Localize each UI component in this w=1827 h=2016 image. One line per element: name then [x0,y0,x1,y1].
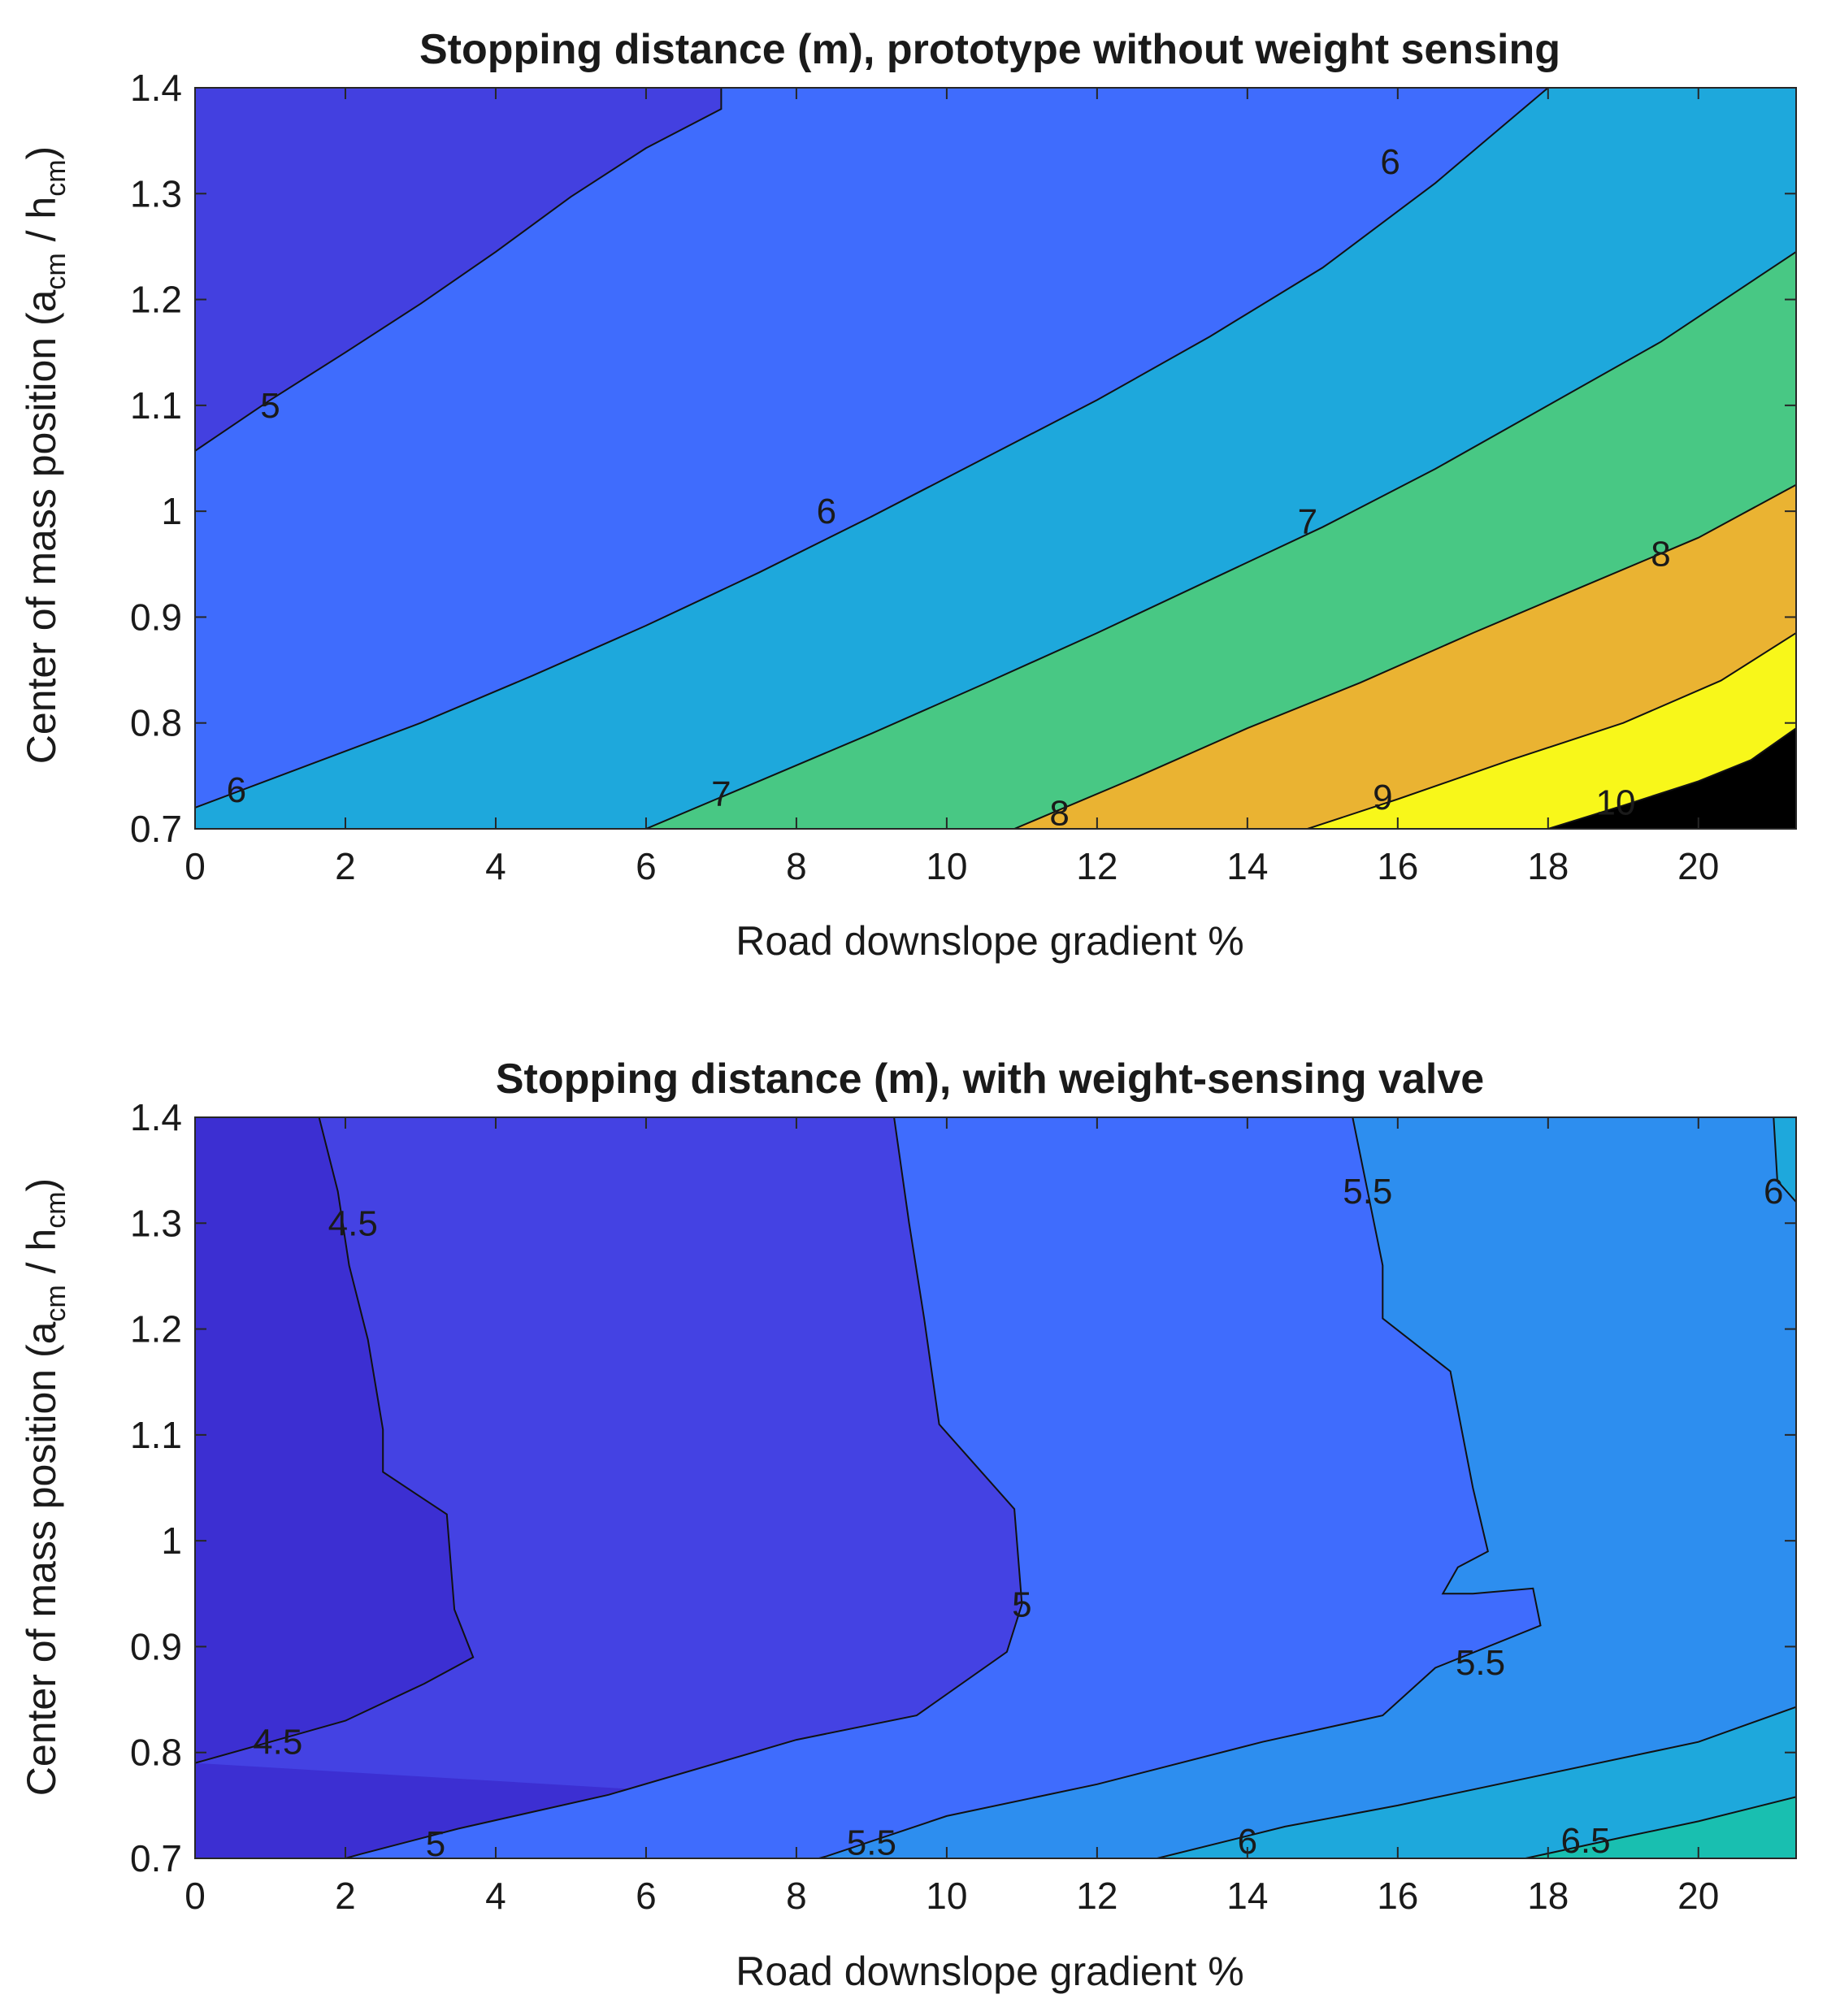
bottom-y-axis-label-sub1: cm [41,1285,72,1321]
top-contour-label: 8 [1651,534,1670,574]
top-x-tick-label: 8 [786,845,807,887]
top-y-tick-label: 1.2 [130,279,182,321]
top-y-axis-label-mid: / h [19,197,64,253]
top-contour-line-8 [1013,483,1796,829]
bottom-contour-label: 5 [1012,1585,1031,1624]
top-y-axis-label-main: Center of mass position (a [19,289,64,764]
bottom-y-tick-label: 1.1 [130,1414,182,1456]
top-axes-box [194,87,1797,830]
top-x-axis-label: Road downslope gradient % [736,918,1243,964]
top-y-tick-label: 0.9 [130,596,182,638]
top-x-tick-label: 16 [1377,845,1418,887]
bottom-contour-line-6 [1773,1117,1796,1203]
top-contour-label: 6 [817,492,836,531]
bottom-region-above-5-5 [818,1117,1796,1858]
bottom-contour-line-6 [1157,1706,1796,1858]
bottom-x-tick-label: 0 [184,1875,206,1917]
bottom-y-tick-label: 0.9 [130,1625,182,1667]
bottom-contour-line-4-5 [195,1117,475,1764]
bottom-contour-line-5-5 [818,1117,1542,1858]
top-contour-label: 6 [227,770,246,810]
bottom-x-tick-label: 16 [1377,1875,1418,1917]
bottom-x-tick-label: 12 [1076,1875,1117,1917]
bottom-y-axis-label-main: Center of mass position (a [19,1321,64,1796]
top-y-axis-label-sub1: cm [41,253,72,289]
bottom-x-tick-label: 6 [636,1875,657,1917]
top-x-tick-label: 20 [1677,845,1719,887]
top-x-tick-label: 4 [485,845,506,887]
top-contour-label: 7 [711,774,731,814]
top-contour-label: 9 [1373,778,1392,817]
bottom-y-axis-label-end: ) [19,1178,64,1192]
bottom-y-tick-label: 0.7 [130,1837,182,1879]
top-y-axis-label: Center of mass position (acm / hcm) [19,146,72,764]
bottom-y-tick-label: 1 [161,1520,182,1562]
bottom-x-tick-label: 20 [1677,1875,1719,1917]
bottom-contour-line-6-5 [1525,1796,1796,1858]
bottom-plot-title: Stopping distance (m), with weight-sensi… [496,1056,1484,1103]
bottom-region-above-6 [1157,1706,1796,1858]
bottom-y-axis-label: Center of mass position (acm / hcm) [19,1178,72,1796]
top-x-tick-label: 0 [184,845,206,887]
top-y-tick-label: 1.3 [130,172,182,215]
top-y-tick-label: 1 [161,490,182,532]
top-contour-line-5 [195,88,723,452]
bottom-region-above-6 [1773,1117,1796,1203]
top-contour-label: 10 [1596,783,1636,822]
bottom-contour-label: 4.5 [328,1203,378,1243]
bottom-contour-line-5 [345,1117,1023,1858]
top-y-tick-label: 1.1 [130,384,182,427]
bottom-contour-label: 4.5 [253,1723,302,1762]
top-contour-line-7 [645,251,1796,829]
top-region-above-10 [1547,728,1796,829]
bottom-x-tick-label: 14 [1226,1875,1268,1917]
top-contour-label: 7 [1298,502,1317,542]
top-x-tick-label: 18 [1527,845,1569,887]
top-x-tick-label: 14 [1226,845,1268,887]
bottom-region-above-6-5 [1525,1797,1796,1858]
top-x-tick-label: 12 [1076,845,1117,887]
bottom-x-tick-label: 10 [926,1875,967,1917]
top-x-tick-label: 2 [335,845,356,887]
top-contour-line-6 [195,88,1549,809]
top-x-tick-label: 10 [926,845,967,887]
top-contour-label: 8 [1049,793,1069,833]
bottom-x-tick-label: 18 [1527,1875,1569,1917]
top-x-tick-label: 6 [636,845,657,887]
top-contour-label: 5 [260,386,280,426]
bottom-contour-label: 5.5 [847,1823,896,1862]
bottom-y-tick-label: 1.4 [130,1096,182,1138]
bottom-contour-label: 6.5 [1560,1821,1610,1861]
bottom-x-tick-label: 4 [485,1875,506,1917]
top-y-axis-label-sub2: cm [41,159,72,196]
bottom-x-axis-label: Road downslope gradient % [736,1949,1243,1994]
bottom-contour-label: 5 [426,1824,445,1864]
bottom-x-tick-label: 2 [335,1875,356,1917]
bottom-contour-label: 5.5 [1343,1172,1392,1212]
bottom-y-tick-label: 1.3 [130,1202,182,1244]
bottom-y-axis-label-mid: / h [19,1229,64,1285]
bottom-y-tick-label: 1.2 [130,1308,182,1351]
top-contour-plot: Stopping distance (m), prototype without… [19,26,1797,964]
bottom-contour-label: 6 [1764,1172,1783,1212]
top-y-tick-label: 0.7 [130,808,182,850]
bottom-x-tick-label: 8 [786,1875,807,1917]
top-region-above-9 [1307,633,1796,829]
bottom-contour-label: 5.5 [1456,1643,1505,1683]
top-y-tick-label: 1.4 [130,67,182,109]
bottom-y-axis-label-sub2: cm [41,1191,72,1228]
bottom-y-tick-label: 0.8 [130,1732,182,1774]
top-y-tick-label: 0.8 [130,702,182,744]
bottom-contour-plot: Stopping distance (m), with weight-sensi… [19,1056,1797,1994]
top-contour-line-9 [1307,632,1796,829]
top-plot-title: Stopping distance (m), prototype without… [419,26,1560,73]
top-contour-line-10 [1547,727,1796,829]
top-contour-label: 6 [1380,142,1400,182]
bottom-axes-box [194,1116,1797,1859]
top-y-axis-label-end: ) [19,146,64,160]
